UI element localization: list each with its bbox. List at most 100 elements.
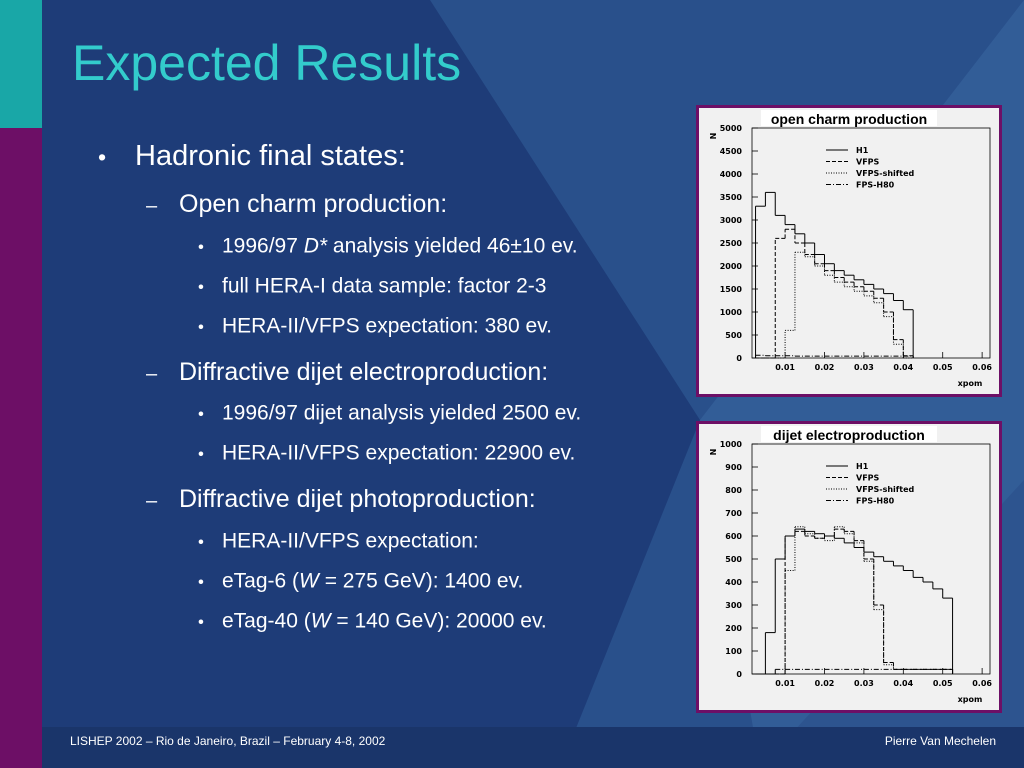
y-tick-label: 2000 (720, 262, 743, 271)
bullet-text: Diffractive dijet photoproduction: (179, 485, 536, 513)
bullet-text: HERA-II/VFPS expectation: (222, 529, 479, 552)
histogram-connector (755, 355, 914, 358)
x-axis-label: xpom (958, 379, 983, 388)
bullet-marker: • (198, 277, 204, 296)
y-tick-label: 4000 (720, 170, 743, 179)
legend-label: H1 (856, 462, 869, 471)
y-tick-label: 1000 (720, 308, 743, 317)
bullet-marker: • (198, 237, 204, 256)
legend-label: FPS-H80 (856, 497, 895, 506)
histogram-connector (774, 669, 954, 674)
x-tick-label: 0.02 (815, 679, 835, 688)
y-tick-label: 0 (736, 354, 742, 363)
y-tick-label: 5000 (720, 124, 743, 133)
y-tick-label: 200 (725, 624, 742, 633)
bullet-marker: • (198, 404, 204, 423)
y-tick-label: 800 (725, 486, 742, 495)
bullet-list: • Hadronic final states:– Open charm produ… (98, 140, 581, 632)
footer-band (42, 727, 1024, 768)
bullet-marker: • (98, 144, 106, 170)
bullet-text: eTag-6 (W = 275 GeV): 1400 ev. (222, 569, 523, 592)
text-run: eTag-40 ( (222, 609, 311, 632)
bullet-text: Open charm production: (179, 190, 447, 218)
y-tick-label: 100 (725, 647, 742, 656)
chart: dijet electroproduction 0 100 200 300 400 500 6… (696, 421, 1002, 713)
slide-title: Expected Results (72, 35, 461, 91)
chart-title-bg (761, 110, 937, 126)
bullet-text: eTag-40 (W = 140 GeV): 20000 ev. (222, 609, 547, 632)
y-tick-label: 1000 (720, 440, 743, 449)
x-tick-label: 0.06 (972, 679, 992, 688)
bullet-text: Hadronic final states: (135, 140, 406, 172)
legend-label: FPS-H80 (856, 181, 895, 190)
y-axis-label: N (709, 449, 718, 456)
bullet-text: HERA-II/VFPS expectation: 380 ev. (222, 314, 552, 337)
x-tick-label: 0.06 (972, 363, 992, 372)
histogram-connector (784, 526, 954, 674)
x-tick-label: 0.01 (775, 363, 795, 372)
text-run: Hadronic final states: (135, 140, 406, 172)
bullet-text: 1996/97 D* analysis yielded 46±10 ev. (222, 234, 578, 257)
text-run: analysis yielded 46±10 ev. (327, 234, 577, 257)
text-run: D* (304, 234, 328, 257)
legend-label: H1 (856, 146, 869, 155)
x-tick-label: 0.05 (933, 679, 953, 688)
x-tick-label: 0.04 (893, 363, 913, 372)
text-run: W (311, 609, 333, 632)
y-tick-label: 500 (725, 331, 742, 340)
text-run: 1996/97 dijet analysis yielded 2500 ev. (222, 401, 581, 424)
y-tick-label: 0 (736, 670, 742, 679)
y-tick-label: 600 (725, 532, 742, 541)
text-run: Diffractive dijet photoproduction: (179, 485, 536, 513)
x-tick-label: 0.03 (854, 679, 874, 688)
bullet-text: HERA-II/VFPS expectation: 22900 ev. (222, 441, 575, 464)
text-run: = 140 GeV): 20000 ev. (331, 609, 547, 632)
text-run: 1996/97 (222, 234, 304, 257)
y-tick-label: 1500 (720, 285, 743, 294)
text-run: HERA-II/VFPS expectation: (222, 529, 479, 552)
x-tick-label: 0.05 (933, 363, 953, 372)
bullet-text: Diffractive dijet electroproduction: (179, 358, 548, 386)
y-tick-label: 900 (725, 463, 742, 472)
corner-block (0, 0, 42, 128)
text-run: W (299, 569, 321, 592)
y-tick-label: 4500 (720, 147, 743, 156)
bullet-text: 1996/97 dijet analysis yielded 2500 ev. (222, 401, 581, 424)
chart-title: open charm production (771, 111, 927, 127)
text-run: Diffractive dijet electroproduction: (179, 358, 548, 386)
y-tick-label: 2500 (720, 239, 743, 248)
y-tick-label: 700 (725, 509, 742, 518)
text-run: = 275 GeV): 1400 ev. (319, 569, 524, 592)
legend-label: VFPS (856, 474, 880, 483)
bullet-marker: – (146, 363, 158, 385)
x-tick-label: 0.03 (854, 363, 874, 372)
y-tick-label: 3500 (720, 193, 743, 202)
y-tick-label: 300 (725, 601, 742, 610)
y-tick-label: 500 (725, 555, 742, 564)
footer-left: LISHEP 2002 – Rio de Janeiro, Brazil – F… (70, 734, 386, 748)
legend-label: VFPS-shifted (856, 169, 915, 178)
legend-label: VFPS-shifted (856, 485, 915, 494)
y-tick-label: 400 (725, 578, 742, 587)
chart-panel (696, 105, 1002, 397)
side-strip (0, 128, 42, 768)
bullet-marker: • (198, 317, 204, 336)
x-tick-label: 0.04 (893, 679, 913, 688)
legend-label: VFPS (856, 158, 880, 167)
text-run: HERA-II/VFPS expectation: 380 ev. (222, 314, 552, 337)
text-run: eTag-6 ( (222, 569, 299, 592)
y-axis-label: N (709, 133, 718, 140)
bullet-marker: • (198, 612, 204, 631)
text-run: Open charm production: (179, 190, 447, 218)
histogram-connector (755, 192, 914, 358)
x-tick-label: 0.01 (775, 679, 795, 688)
x-tick-label: 0.02 (815, 363, 835, 372)
bullet-marker: – (146, 195, 158, 217)
footer-right: Pierre Van Mechelen (885, 734, 996, 748)
chart-title-bg (761, 426, 937, 442)
text-run: full HERA-I data sample: factor 2-3 (222, 274, 546, 297)
bullet-marker: • (198, 532, 204, 551)
bullet-marker: • (198, 444, 204, 463)
